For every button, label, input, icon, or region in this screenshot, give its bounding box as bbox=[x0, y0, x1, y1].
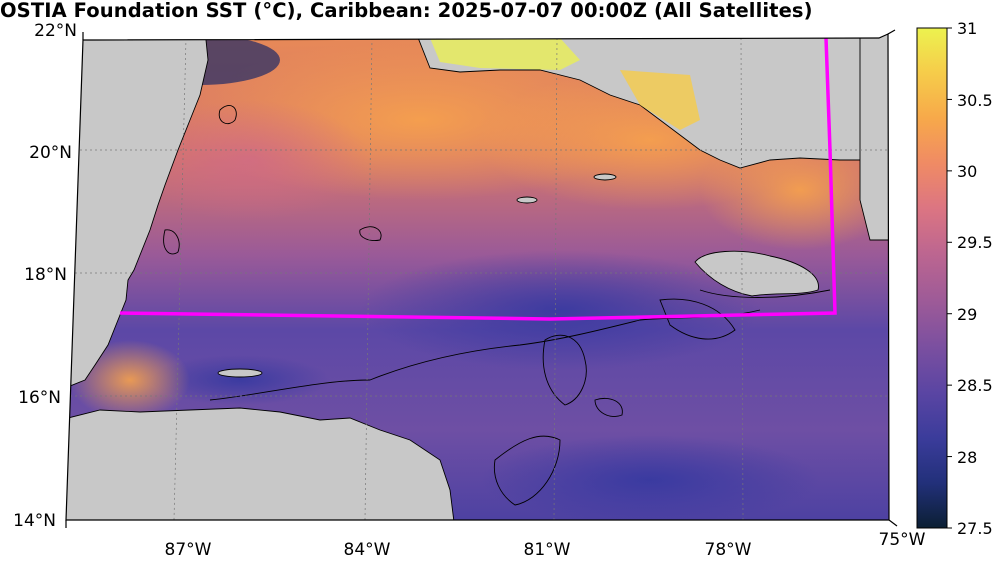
colorbar-ticks bbox=[947, 27, 952, 529]
latitude-labels: 22°N 20°N 18°N 16°N 14°N bbox=[13, 21, 77, 531]
colorbar-label-28-5: 28.5 bbox=[957, 376, 993, 395]
colorbar-label-27-5: 27.5 bbox=[957, 519, 993, 538]
map-title: OSTIA Foundation SST (°C), Caribbean: 20… bbox=[0, 0, 813, 22]
lat-label-22n: 22°N bbox=[34, 21, 77, 41]
lat-label-16n: 16°N bbox=[18, 388, 61, 408]
lat-label-14n: 14°N bbox=[13, 511, 56, 531]
bay-islands bbox=[217, 368, 263, 378]
lat-label-18n: 18°N bbox=[24, 265, 67, 285]
longitude-labels: 87°W 84°W 81°W 78°W 75°W bbox=[165, 530, 926, 560]
colorbar-label-29: 29 bbox=[957, 305, 977, 324]
colorbar-label-29-5: 29.5 bbox=[957, 233, 993, 252]
lon-label-81w: 81°W bbox=[524, 540, 571, 558]
yucatan-belize-land bbox=[66, 34, 209, 391]
warm-water-patch bbox=[130, 100, 370, 220]
cool-water-patch bbox=[150, 355, 330, 405]
honduras-nicaragua-land bbox=[66, 407, 456, 520]
region-boundary-line bbox=[119, 37, 837, 321]
colorbar-label-28: 28 bbox=[957, 448, 977, 467]
colorbar: 31 30.5 30 29.5 29 28.5 28 27.5 bbox=[916, 19, 993, 538]
lat-label-20n: 20°N bbox=[29, 143, 72, 163]
depth-contours bbox=[163, 105, 831, 506]
hot-water-patch bbox=[430, 38, 580, 70]
lon-label-78w: 78°W bbox=[705, 540, 752, 558]
cayman-island bbox=[516, 196, 538, 204]
haiti-land bbox=[859, 34, 889, 241]
jamaica-land bbox=[694, 250, 819, 297]
lon-label-87w: 87°W bbox=[165, 540, 212, 558]
warm-water-patch bbox=[70, 340, 190, 420]
colorbar-gradient bbox=[916, 27, 948, 529]
cool-water-patch bbox=[480, 435, 820, 520]
hot-water-patch bbox=[620, 70, 700, 130]
map-corner-ticks bbox=[65, 29, 898, 528]
colorbar-label-30-5: 30.5 bbox=[957, 91, 993, 110]
colorbar-label-30: 30 bbox=[957, 162, 977, 181]
graticule bbox=[70, 37, 888, 520]
map-area bbox=[66, 34, 889, 520]
cool-water-patch bbox=[360, 250, 760, 370]
lon-label-75w: 75°W bbox=[879, 530, 926, 550]
cayman-island bbox=[593, 173, 617, 181]
colorbar-label-31: 31 bbox=[957, 19, 977, 38]
lon-label-84w: 84°W bbox=[344, 540, 391, 558]
